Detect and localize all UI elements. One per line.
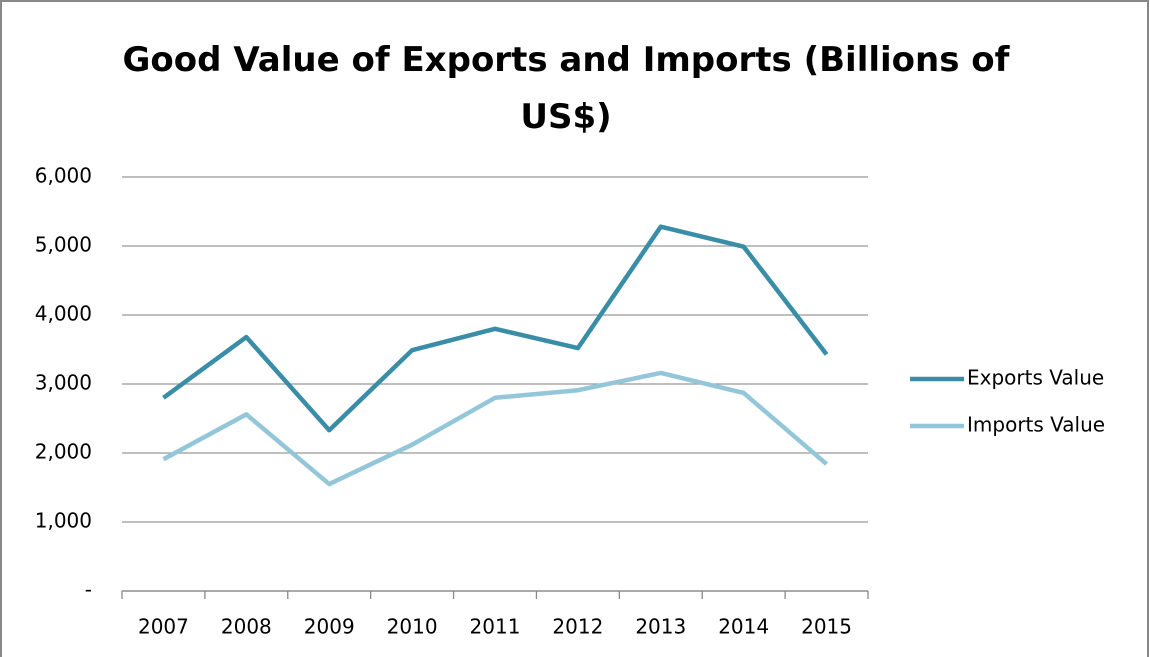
y-tick-label: -: [85, 578, 92, 602]
y-tick-label: 4,000: [35, 302, 92, 326]
x-tick-label: 2014: [718, 615, 769, 639]
y-tick-label: 1,000: [35, 509, 92, 533]
x-tick-label: 2007: [138, 615, 189, 639]
x-tick-label: 2013: [635, 615, 686, 639]
x-tick-label: 2012: [552, 615, 603, 639]
x-tick-label: 2015: [801, 615, 852, 639]
x-tick-label: 2009: [304, 615, 355, 639]
legend-label: Exports Value: [967, 366, 1104, 390]
y-tick-label: 3,000: [35, 371, 92, 395]
x-tick-label: 2008: [221, 615, 272, 639]
y-tick-label: 6,000: [35, 164, 92, 188]
y-tick-label: 2,000: [35, 440, 92, 464]
legend-label: Imports Value: [967, 413, 1105, 437]
y-tick-label: 5,000: [35, 233, 92, 257]
data-line: [162, 224, 829, 433]
data-line: [162, 370, 829, 487]
x-tick-label: 2011: [470, 615, 521, 639]
chart-title: Good Value of Exports and Imports (Billi…: [122, 40, 1010, 137]
x-tick-label: 2010: [387, 615, 438, 639]
